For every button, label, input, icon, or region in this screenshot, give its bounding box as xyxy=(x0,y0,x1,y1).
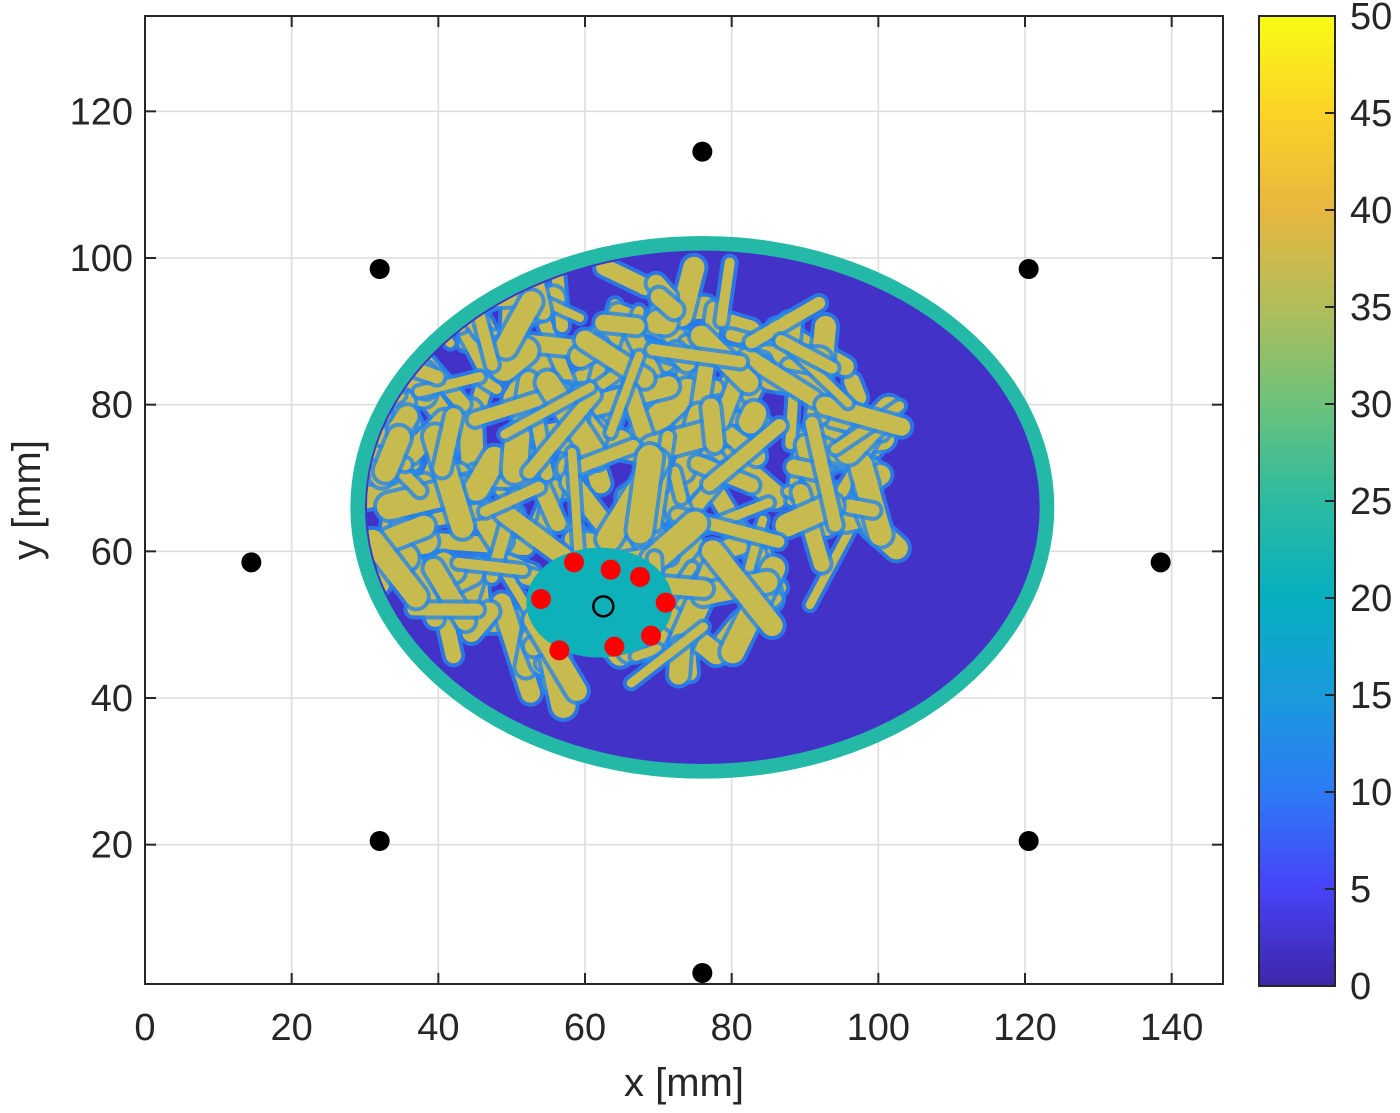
transducer-point xyxy=(369,259,390,279)
colorbar-tick-label: 35 xyxy=(1350,287,1392,329)
target-point xyxy=(641,625,661,646)
target-markers xyxy=(531,552,676,661)
colorbar: 0 5 10 15 20 25 30 35 40 45 50 xyxy=(1258,0,1392,1008)
colorbar-tick-label: 0 xyxy=(1350,966,1371,1008)
colorbar-tick-label: 30 xyxy=(1350,384,1392,426)
x-tick-label: 40 xyxy=(417,1007,459,1049)
target-point xyxy=(655,592,676,613)
colorbar-tick-label: 25 xyxy=(1350,481,1392,523)
transducer-point xyxy=(1018,259,1039,279)
y-tick-label: 100 xyxy=(70,238,133,280)
transducer-markers xyxy=(241,141,1171,983)
colorbar-tick-label: 10 xyxy=(1350,772,1392,814)
transducer-point xyxy=(241,552,262,573)
y-tick-label: 60 xyxy=(91,531,133,573)
target-point xyxy=(630,567,650,587)
colorbar-tick-label: 15 xyxy=(1350,675,1392,717)
colorbar-tick-label: 40 xyxy=(1350,190,1392,232)
plot-area xyxy=(144,15,1224,985)
y-tick-label: 120 xyxy=(70,91,133,133)
colorbar-gradient xyxy=(1258,15,1336,987)
transducer-point xyxy=(1150,552,1171,573)
x-tick-label: 60 xyxy=(564,1007,606,1049)
x-tick-label: 20 xyxy=(271,1007,313,1049)
transducer-point xyxy=(369,831,390,851)
y-tick-label: 80 xyxy=(91,385,133,427)
y-tick-label: 40 xyxy=(91,678,133,720)
target-point xyxy=(549,640,570,661)
x-tick-label: 100 xyxy=(847,1007,910,1049)
target-point xyxy=(600,559,621,580)
focus-marker xyxy=(592,595,615,618)
x-tick-label: 80 xyxy=(711,1007,753,1049)
axis-ticks xyxy=(144,16,1223,984)
x-tick-label: 120 xyxy=(993,1007,1056,1049)
colorbar-tick-label: 20 xyxy=(1350,578,1392,620)
focus-point xyxy=(592,595,615,618)
y-axis: 20 40 60 80 100 120 xyxy=(70,91,133,866)
transducer-point xyxy=(692,141,713,162)
target-point xyxy=(604,636,625,657)
plot-frame xyxy=(144,15,1224,985)
y-axis-label: y [mm] xyxy=(5,440,49,560)
colorbar-ticks: 0 5 10 15 20 25 30 35 40 45 50 xyxy=(1325,0,1392,1008)
transducer-point xyxy=(692,963,713,983)
colorbar-tick-label: 5 xyxy=(1350,869,1371,911)
target-point xyxy=(564,552,584,573)
x-axis-label: x [mm] xyxy=(624,1061,744,1105)
x-axis: 0 20 40 60 80 100 120 140 xyxy=(134,1007,1203,1049)
target-point xyxy=(531,589,551,609)
x-tick-label: 0 xyxy=(134,1007,155,1049)
y-tick-label: 20 xyxy=(91,825,133,867)
transducer-point xyxy=(1018,831,1039,851)
colorbar-tick-label: 50 xyxy=(1350,0,1392,38)
colorbar-tick-label: 45 xyxy=(1350,93,1392,135)
x-tick-label: 140 xyxy=(1140,1007,1203,1049)
